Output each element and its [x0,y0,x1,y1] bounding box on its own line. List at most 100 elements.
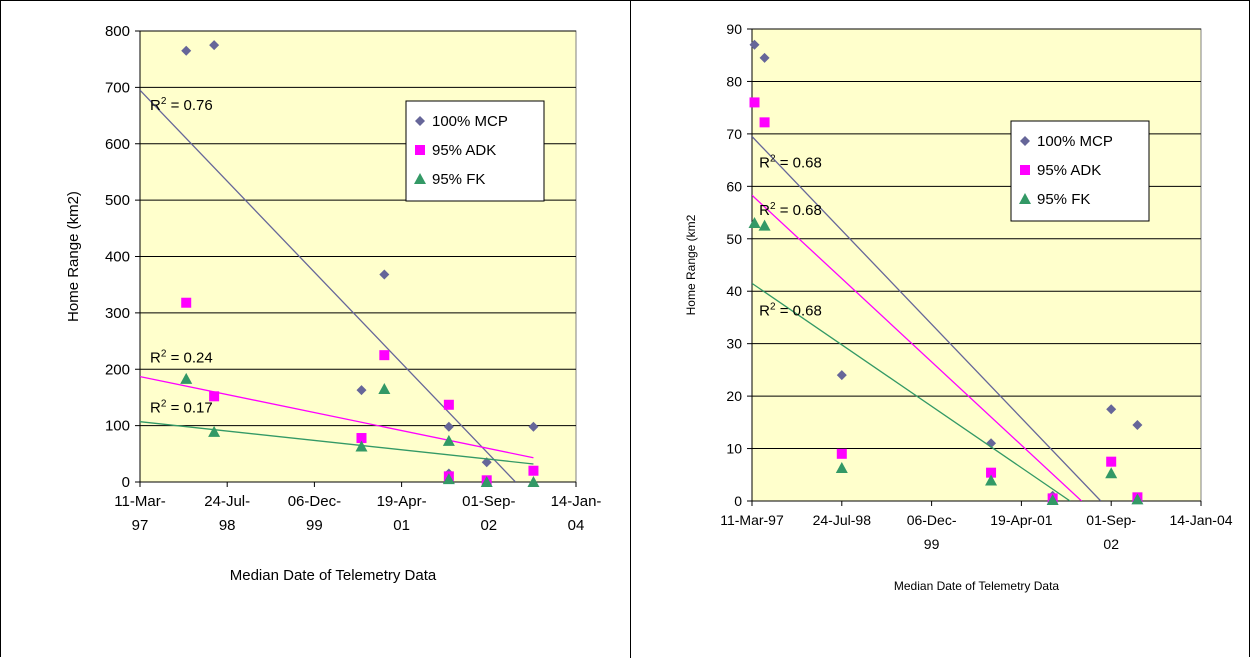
x-tick-label: 24-Jul-98 [813,512,872,528]
data-point [749,97,760,108]
data-point [356,385,367,396]
y-tick-label: 800 [105,23,130,40]
y-tick-label: 90 [726,21,742,37]
annotation-text: R [150,349,161,366]
data-point [442,473,455,485]
legend-marker [415,116,425,126]
x-tick-label: 98 [219,517,236,534]
r-squared-annotation: R2 = 0.68 [759,153,822,171]
data-point [181,297,192,308]
legend-marker [1020,165,1030,175]
legend-marker [414,173,426,184]
data-point [836,448,847,459]
x-axis-label: Median Date of Telemetry Data [230,567,437,584]
data-point [181,45,192,56]
y-tick-label: 500 [105,192,130,209]
x-tick-label: 02 [480,517,497,534]
data-point [356,433,367,444]
data-point [986,467,997,478]
y-tick-label: 80 [726,73,742,89]
y-tick-label: 70 [726,126,742,142]
data-point [985,474,998,486]
r-squared-annotation: R2 = 0.17 [150,399,213,417]
series-95-fk [140,372,540,487]
legend-label: 95% ADK [432,142,496,159]
annotation-value: = 0.76 [166,97,212,114]
data-point [749,39,760,50]
data-point [759,117,770,128]
y-tick-label: 300 [105,305,130,322]
r-squared-annotation: R2 = 0.68 [759,201,822,219]
annotation-value: = 0.17 [166,400,212,417]
data-point [208,425,221,437]
annotation-sup: 2 [770,201,776,212]
data-point [209,40,220,51]
annotation-sup: 2 [770,301,776,312]
data-point [1046,493,1059,505]
y-tick-label: 200 [105,361,130,378]
y-tick-label: 40 [726,283,742,299]
y-tick-label: 60 [726,178,742,194]
data-point [355,440,368,452]
annotation-value: = 0.68 [776,154,822,171]
plot-area [751,28,1202,502]
r-squared-annotation: R2 = 0.24 [150,348,213,366]
trendline [752,282,1071,501]
series-95-fk [748,217,1144,505]
x-tick-label: 01-Sep- [462,493,515,510]
y-axis-label: Home Range (km2 [684,214,698,315]
y-tick-label: 600 [105,136,130,153]
annotation-text: R [150,97,161,114]
legend-label: 100% MCP [432,113,508,130]
x-tick-label: 02 [1103,536,1119,552]
legend-marker [1020,136,1030,146]
y-tick-label: 20 [726,388,742,404]
data-point [443,421,454,432]
annotation-text: R [759,202,770,219]
annotation-text: R [759,302,770,319]
annotation-sup: 2 [770,153,776,164]
annotation-text: R [150,400,161,417]
data-point [379,269,390,280]
legend-box [405,100,545,202]
legend-label: 95% FK [1037,191,1090,208]
y-tick-label: 0 [734,493,742,509]
y-axis-label: Home Range (km2) [65,191,82,322]
x-tick-label: 11-Mar-97 [720,512,784,528]
x-tick-label: 11-Mar- [114,493,165,510]
r-squared-annotation: R2 = 0.76 [150,96,213,114]
annotation-value: = 0.68 [776,302,822,319]
data-point [209,391,220,402]
legend-label: 100% MCP [1037,133,1113,150]
data-point [748,217,761,229]
data-point [1106,456,1117,467]
y-tick-label: 100 [105,418,130,435]
x-tick-label: 06-Dec- [288,493,341,510]
trendline [140,375,534,459]
x-tick-label: 14-Jan-04 [1169,512,1232,528]
data-point [180,372,193,384]
series-100-mcp [749,39,1143,501]
data-point [1131,493,1144,505]
annotation-text: R [759,154,770,171]
legend-marker [415,145,425,155]
trendline [752,136,1102,501]
x-tick-label: 99 [306,517,323,534]
x-tick-label: 06-Dec- [907,512,957,528]
data-point [528,465,539,476]
x-tick-label: 01-Sep- [1086,512,1136,528]
data-point [379,350,390,361]
trendline [752,194,1083,501]
data-point [759,52,770,63]
annotation-value: = 0.68 [776,202,822,219]
data-point [480,476,493,487]
y-tick-label: 10 [726,441,742,457]
x-tick-label: 24-Jul- [204,493,250,510]
r-squared-annotation: R2 = 0.68 [759,301,822,319]
data-point [758,219,771,231]
y-tick-label: 700 [105,79,130,96]
y-tick-label: 30 [726,336,742,352]
data-point [1132,419,1143,430]
data-point [1105,467,1118,479]
